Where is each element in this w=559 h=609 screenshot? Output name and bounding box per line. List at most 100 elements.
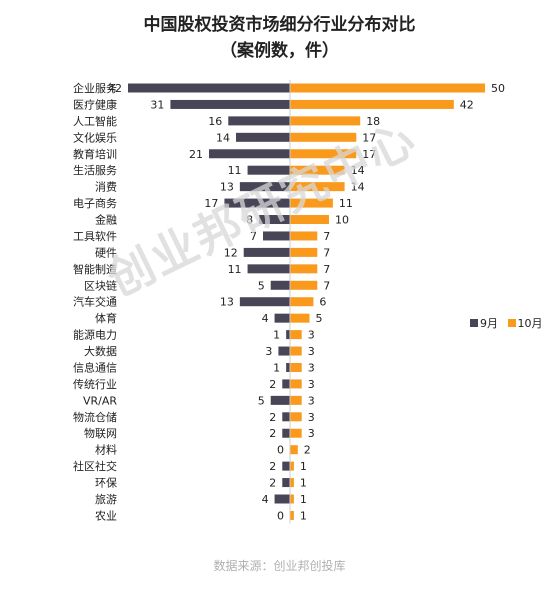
category-label: 区块链 (84, 278, 117, 292)
data-label-sep: 13 (220, 181, 234, 194)
category-label: 汽车交通 (73, 295, 117, 309)
data-label-oct: 14 (351, 181, 365, 194)
category-label: 金融 (95, 213, 117, 227)
data-label-sep: 1 (273, 329, 280, 342)
category-label: 体育 (95, 311, 117, 325)
data-label-oct: 17 (362, 131, 376, 144)
bar-oct (290, 362, 302, 372)
data-label-sep: 11 (228, 164, 242, 177)
data-label-sep: 5 (258, 279, 265, 292)
bar-oct (290, 182, 345, 192)
data-label-oct: 14 (351, 164, 365, 177)
data-label-oct: 3 (308, 361, 315, 374)
data-label-sep: 12 (224, 246, 238, 259)
category-label: 农业 (95, 508, 117, 522)
bar-sep (282, 478, 290, 488)
bar-sep (209, 149, 290, 159)
data-label-oct: 17 (362, 148, 376, 161)
data-label-oct: 3 (308, 427, 315, 440)
data-label-sep: 14 (216, 131, 230, 144)
data-label-sep: 31 (150, 98, 164, 111)
bar-sep (170, 99, 290, 109)
category-label: 物联网 (84, 426, 117, 440)
data-label-oct: 2 (304, 444, 311, 457)
chart-title: 中国股权投资市场细分行业分布对比 (143, 15, 416, 35)
data-label-sep: 2 (269, 427, 276, 440)
category-label: 医疗健康 (73, 97, 117, 111)
category-label: 能源电力 (73, 328, 117, 342)
data-label-oct: 1 (300, 509, 307, 522)
bar-oct (290, 461, 294, 471)
bar-sep (274, 313, 290, 323)
bar-sep (128, 83, 290, 93)
data-label-oct: 5 (316, 312, 323, 325)
data-label-sep: 2 (269, 460, 276, 473)
data-label-sep: 2 (269, 411, 276, 424)
data-label-oct: 11 (339, 197, 353, 210)
data-label-oct: 3 (308, 394, 315, 407)
category-label: 电子商务 (73, 196, 117, 210)
bar-oct (290, 247, 318, 257)
bar-sep (228, 116, 290, 126)
category-label: 环保 (95, 476, 117, 490)
category-label: 工具软件 (73, 229, 117, 243)
legend-item-sep: 9月 (470, 315, 498, 331)
bar-sep (239, 297, 290, 307)
bar-oct (290, 99, 454, 109)
bar-oct (290, 215, 329, 225)
legend: 9月 10月 (470, 315, 549, 331)
bar-sep (286, 362, 290, 372)
bar-oct (290, 198, 333, 208)
bar-oct (290, 231, 318, 241)
bar-sep (259, 215, 290, 225)
bar-oct (290, 264, 318, 274)
bar-sep (263, 231, 290, 241)
data-label-oct: 10 (335, 214, 349, 227)
category-label: 教育培训 (73, 147, 117, 161)
bar-oct (290, 165, 345, 175)
data-label-oct: 50 (491, 82, 505, 95)
bar-sep (274, 494, 290, 504)
data-label-oct: 1 (300, 460, 307, 473)
data-label-sep: 16 (208, 115, 222, 128)
bar-sep (247, 264, 290, 274)
data-label-sep: 1 (273, 361, 280, 374)
bar-sep (239, 182, 290, 192)
data-label-sep: 4 (262, 312, 269, 325)
bar-sep (282, 379, 290, 389)
data-label-sep: 4 (262, 493, 269, 506)
category-label: 消费 (95, 180, 117, 194)
data-label-oct: 7 (323, 246, 330, 259)
data-label-sep: 5 (258, 394, 265, 407)
bar-oct (290, 494, 294, 504)
data-label-oct: 6 (319, 296, 326, 309)
data-label-oct: 42 (460, 98, 474, 111)
bar-sep (270, 280, 290, 290)
bar-sep (270, 395, 290, 405)
data-label-oct: 7 (323, 263, 330, 276)
category-label: 物流仓储 (73, 410, 117, 424)
bar-oct (290, 297, 314, 307)
category-label: 旅游 (95, 492, 117, 506)
bar-oct (290, 428, 302, 438)
data-label-oct: 7 (323, 230, 330, 243)
bar-sep (278, 346, 290, 356)
category-label: 材料 (95, 443, 117, 457)
data-label-oct: 3 (308, 329, 315, 342)
data-label-oct: 1 (300, 493, 307, 506)
bar-oct (290, 379, 302, 389)
data-label-sep: 0 (277, 509, 284, 522)
category-label: 信息通信 (73, 360, 117, 374)
bar-oct (290, 83, 485, 93)
legend-item-oct: 10月 (507, 315, 543, 331)
data-label-sep: 17 (204, 197, 218, 210)
bar-sep (282, 428, 290, 438)
data-label-sep: 21 (189, 148, 203, 161)
data-label-oct: 3 (308, 345, 315, 358)
legend-swatch-sep (470, 319, 478, 327)
category-label: 智能制造 (73, 262, 117, 276)
legend-label-sep: 9月 (480, 317, 498, 330)
bar-sep (282, 412, 290, 422)
data-label-oct: 3 (308, 378, 315, 391)
